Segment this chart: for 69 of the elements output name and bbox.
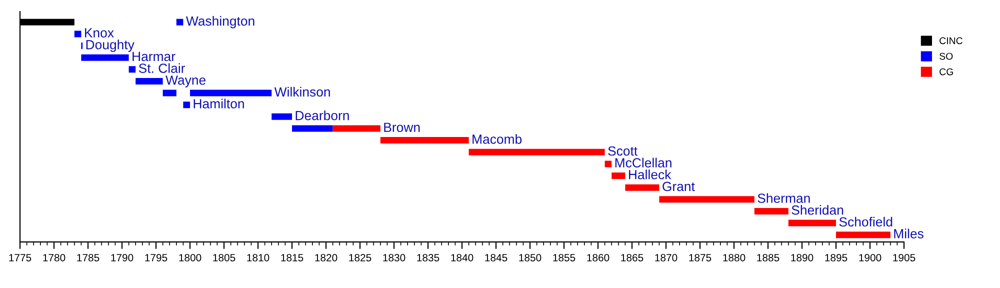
y-tick-label: Sheridan	[792, 205, 844, 215]
x-tick-label: 1840	[451, 254, 474, 262]
bar	[162, 90, 176, 96]
bar	[74, 30, 82, 38]
x-tick-label: 1800	[179, 254, 202, 262]
x-tick-label: 1810	[247, 254, 270, 262]
y-tick-label: Scott	[608, 146, 638, 156]
y-tick-label: Sherman	[758, 193, 810, 203]
bar	[612, 172, 626, 180]
bar	[604, 160, 612, 168]
y-tick-label: McClellan	[615, 158, 672, 168]
y-tick-label: Halleck	[629, 170, 672, 180]
bar	[128, 66, 136, 73]
legend-label: CINC	[940, 37, 962, 44]
y-tick-label: Grant	[662, 182, 695, 192]
y-tick-label: Washington	[186, 16, 254, 28]
x-tick-label: 1825	[349, 254, 372, 262]
x-tick-label: 1880	[723, 254, 746, 262]
x-tick-label: 1820	[315, 254, 338, 262]
y-tick-label: Schofield	[839, 216, 892, 227]
y-tick-label: St. Clair	[138, 63, 186, 73]
bar	[190, 90, 272, 96]
y-tick-label: Dearborn	[296, 110, 349, 120]
legend-label: CG	[940, 68, 953, 76]
bar	[292, 125, 333, 132]
bar	[183, 102, 190, 108]
x-tick-label: 1865	[621, 254, 644, 262]
y-tick-label: Macomb	[472, 134, 522, 144]
bar	[788, 220, 836, 226]
bar	[272, 113, 292, 120]
bar	[380, 137, 469, 144]
x-tick-label: 1850	[519, 254, 542, 262]
y-tick-label: Wilkinson	[274, 86, 330, 97]
x-tick-label: 1845	[485, 254, 508, 262]
x-tick-label: 1815	[281, 254, 304, 262]
y-tick-label: Brown	[384, 122, 420, 132]
x-tick-label: 1795	[145, 254, 168, 262]
x-tick-label: 1885	[757, 254, 780, 262]
y-tick-label: Harmar	[132, 52, 176, 62]
x-tick-label: 1895	[825, 254, 848, 262]
bar	[754, 208, 788, 214]
bar	[136, 78, 163, 84]
y-tick-label: Miles	[894, 228, 924, 238]
bar	[468, 148, 605, 156]
x-tick-label: 1830	[383, 254, 406, 262]
y-tick-label: Wayne	[166, 76, 206, 88]
bar	[176, 18, 184, 26]
legend-label: SO	[940, 52, 953, 60]
x-tick-label: 1805	[213, 254, 236, 262]
y-tick-label: Knox	[85, 28, 114, 38]
bar	[836, 232, 890, 238]
x-tick-label: 1775	[9, 254, 32, 262]
bar	[625, 184, 660, 191]
x-tick-label: 1900	[859, 254, 882, 262]
x-tick-label: 1855	[553, 254, 576, 262]
x-tick-label: 1860	[587, 254, 610, 262]
x-tick-label: 1785	[77, 254, 100, 262]
bar	[332, 125, 380, 132]
x-tick-label: 1905	[893, 254, 916, 262]
x-tick-label: 1780	[43, 254, 66, 262]
y-tick-label: Hamilton	[194, 98, 244, 108]
x-tick-label: 1835	[417, 254, 440, 262]
x-tick-label: 1790	[111, 254, 134, 262]
bar	[81, 54, 129, 61]
x-tick-label: 1890	[791, 254, 814, 262]
bar	[659, 196, 754, 203]
x-tick-label: 1870	[655, 254, 678, 262]
y-tick-label: Doughty	[86, 40, 134, 52]
x-tick-label: 1875	[689, 254, 712, 262]
